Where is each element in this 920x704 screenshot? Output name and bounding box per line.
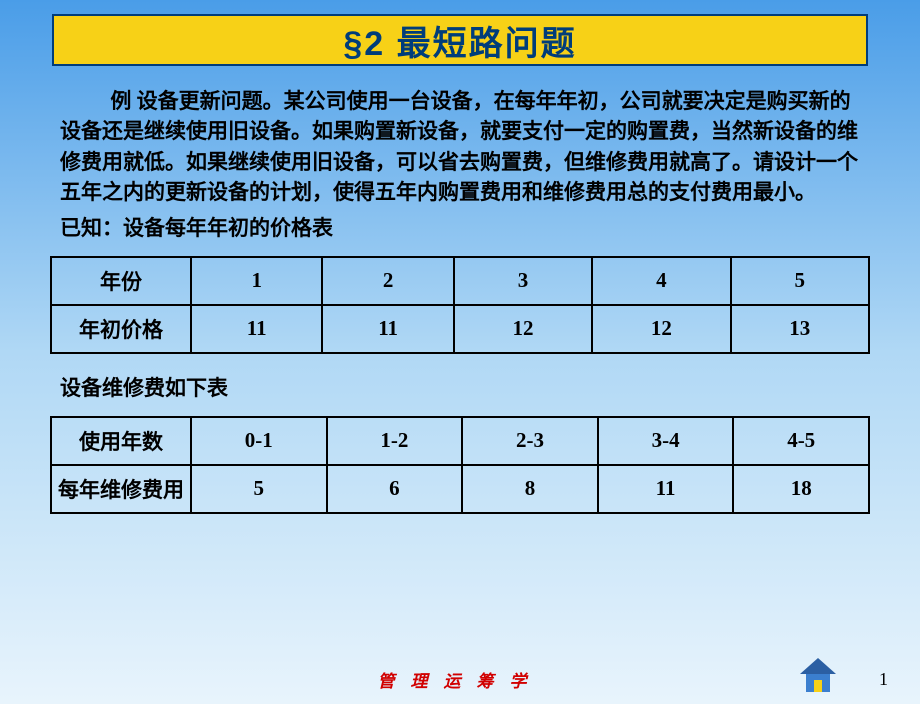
maint-cell: 11 [598, 465, 734, 513]
years-col: 4-5 [733, 417, 869, 465]
years-col: 2-3 [462, 417, 598, 465]
page-number: 1 [879, 669, 888, 690]
year-col: 4 [592, 257, 730, 305]
table-row: 每年维修费用 5 6 8 11 18 [51, 465, 869, 513]
home-icon[interactable] [796, 656, 840, 696]
title-bar: §2 最短路问题 [52, 14, 868, 66]
row-label-maint-cost: 每年维修费用 [51, 465, 191, 513]
maintenance-caption: 设备维修费如下表 [60, 372, 860, 402]
maint-cell: 6 [327, 465, 463, 513]
table-row: 使用年数 0-1 1-2 2-3 3-4 4-5 [51, 417, 869, 465]
maint-cell: 8 [462, 465, 598, 513]
footer: 管理运筹学 1 [0, 667, 920, 692]
known-label: 已知：设备每年年初的价格表 [60, 212, 860, 242]
table-row: 年份 1 2 3 4 5 [51, 257, 869, 305]
year-col: 3 [454, 257, 592, 305]
price-cell: 11 [191, 305, 322, 353]
maintenance-table: 使用年数 0-1 1-2 2-3 3-4 4-5 每年维修费用 5 6 8 11… [50, 416, 870, 514]
paragraph-text: 例 设备更新问题。某公司使用一台设备，在每年年初，公司就要决定是购买新的设备还是… [60, 89, 858, 204]
years-col: 0-1 [191, 417, 327, 465]
maint-cell: 5 [191, 465, 327, 513]
row-label-price: 年初价格 [51, 305, 191, 353]
maint-cell: 18 [733, 465, 869, 513]
year-col: 2 [322, 257, 453, 305]
price-table: 年份 1 2 3 4 5 年初价格 11 11 12 12 13 [50, 256, 870, 354]
problem-paragraph: 例 设备更新问题。某公司使用一台设备，在每年年初，公司就要决定是购买新的设备还是… [60, 86, 860, 208]
years-col: 1-2 [327, 417, 463, 465]
price-cell: 12 [592, 305, 730, 353]
price-cell: 11 [322, 305, 453, 353]
table-row: 年初价格 11 11 12 12 13 [51, 305, 869, 353]
row-label-year: 年份 [51, 257, 191, 305]
row-label-years-used: 使用年数 [51, 417, 191, 465]
years-col: 3-4 [598, 417, 734, 465]
footer-text: 管理运筹学 [378, 667, 543, 692]
year-col: 5 [731, 257, 869, 305]
price-cell: 12 [454, 305, 592, 353]
page-title: §2 最短路问题 [343, 16, 576, 65]
year-col: 1 [191, 257, 322, 305]
price-cell: 13 [731, 305, 869, 353]
